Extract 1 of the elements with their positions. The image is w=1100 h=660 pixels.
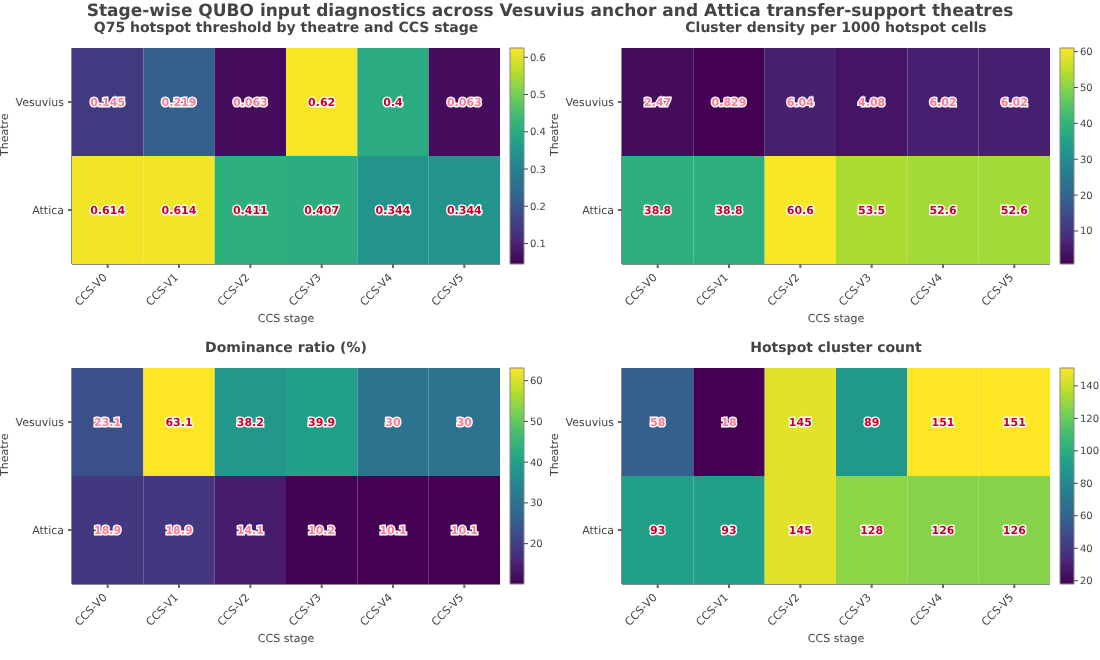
text: Stage-wise QUBO input diagnostics across Vesuvius anchor and Attica transfer-support theatres bbox=[84, 2, 1016, 22]
